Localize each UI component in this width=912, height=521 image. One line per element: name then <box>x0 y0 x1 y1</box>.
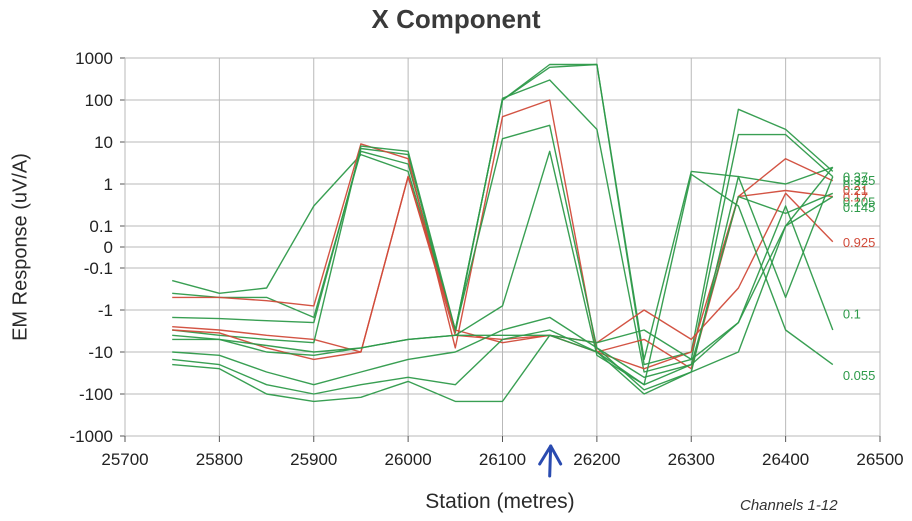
chart-title: X Component <box>371 4 541 34</box>
x-tick-label: 26200 <box>573 450 620 469</box>
y-tick-label: 0.1 <box>89 217 113 236</box>
y-tick-label: -0.1 <box>84 259 113 278</box>
y-tick-label: 1 <box>104 175 113 194</box>
series-end-label: 0.325 <box>843 173 876 188</box>
x-axis-label: Station (metres) <box>425 490 575 513</box>
y-tick-label: 0 <box>104 238 113 257</box>
series-line-3 <box>172 79 834 373</box>
series-end-label: 0.055 <box>843 368 876 383</box>
station-arrow-head <box>538 444 563 466</box>
x-tick-label: 25900 <box>290 450 337 469</box>
series-end-label: 0.145 <box>843 200 876 215</box>
series-line-8 <box>172 205 834 361</box>
y-tick-label: -100 <box>79 385 113 404</box>
series-end-label: 0.17 <box>843 190 868 205</box>
series-line-9 <box>172 150 834 386</box>
series-end-label: 0.205 <box>843 195 876 210</box>
x-tick-label: 26100 <box>479 450 526 469</box>
series-line-12 <box>172 196 834 403</box>
series-end-label: 0.37 <box>843 170 868 185</box>
x-tick-label: 26000 <box>384 450 431 469</box>
series-line-5 <box>172 157 834 370</box>
series-end-label: 0.1 <box>843 306 861 321</box>
station-arrow-shaft <box>548 444 553 478</box>
channels-note: Channels 1-12 <box>740 497 838 514</box>
x-tick-label: 26500 <box>856 450 903 469</box>
series-end-label: 0.925 <box>843 235 876 250</box>
series-end-label: 0.21 <box>843 183 868 198</box>
y-tick-label: -1000 <box>70 427 113 446</box>
series-line-6 <box>172 124 834 378</box>
y-tick-label: 100 <box>85 91 113 110</box>
series-end-label: 0.27 <box>843 178 868 193</box>
x-tick-label: 26400 <box>762 450 809 469</box>
y-tick-label: 10 <box>94 133 113 152</box>
x-tick-label: 26300 <box>668 450 715 469</box>
series-line-11 <box>172 166 834 395</box>
series-line-10 <box>172 175 834 391</box>
y-tick-label: -1 <box>98 301 113 320</box>
x-tick-label: 25700 <box>101 450 148 469</box>
y-tick-label: 1000 <box>75 49 113 68</box>
y-tick-label: -10 <box>88 343 113 362</box>
x-tick-label: 25800 <box>196 450 243 469</box>
